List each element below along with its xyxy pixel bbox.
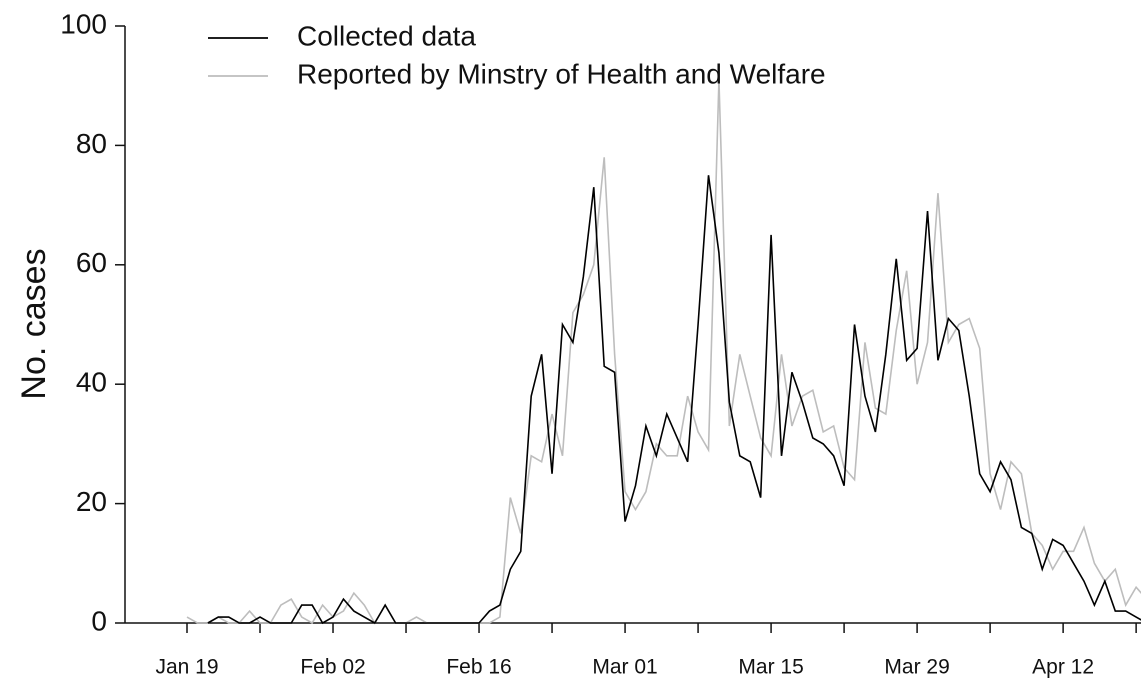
x-tick-label: Mar 15 (738, 656, 803, 679)
x-tick-label: Apr 12 (1032, 656, 1094, 679)
y-tick-label: 40 (76, 367, 107, 398)
x-tick-label: Jan 19 (155, 656, 218, 679)
x-tick-label: Mar 29 (884, 656, 949, 679)
y-tick-label: 100 (60, 8, 107, 39)
y-tick-label: 80 (76, 128, 107, 159)
y-tick-label: 20 (76, 486, 107, 517)
series-line (186, 79, 1141, 625)
legend-label: Collected data (297, 20, 476, 51)
series-line (207, 175, 1141, 625)
y-axis-label: No. cases (15, 248, 53, 399)
x-tick-label: Feb 16 (446, 656, 511, 679)
y-tick-label: 60 (76, 247, 107, 278)
x-tick-label: Feb 02 (300, 656, 365, 679)
x-tick-label: Mar 01 (592, 656, 657, 679)
legend-label: Reported by Minstry of Health and Welfar… (297, 58, 826, 89)
y-tick-label: 0 (91, 605, 107, 636)
